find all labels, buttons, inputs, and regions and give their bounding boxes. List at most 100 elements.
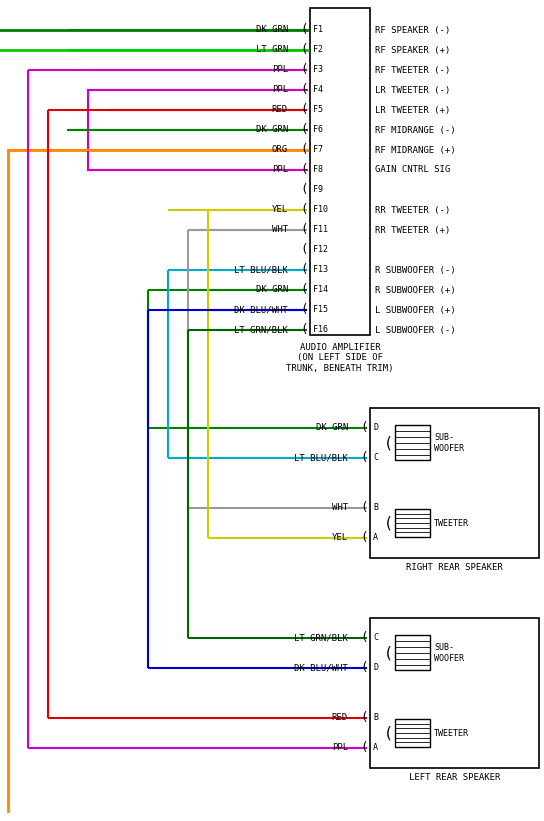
Text: (: (: [361, 531, 368, 544]
Text: WHT: WHT: [332, 503, 348, 512]
Text: (: (: [361, 712, 368, 724]
Text: DK GRN: DK GRN: [256, 286, 288, 295]
Text: L SUBWOOFER (+): L SUBWOOFER (+): [375, 305, 456, 314]
Text: (: (: [384, 726, 393, 741]
Text: F10: F10: [313, 205, 328, 214]
Text: (: (: [361, 741, 368, 754]
Text: (: (: [361, 662, 368, 675]
Text: F1: F1: [313, 25, 323, 34]
Bar: [395, 425, 430, 461]
Text: (: (: [300, 323, 308, 337]
Text: PPL: PPL: [272, 166, 288, 175]
Text: A: A: [373, 744, 378, 753]
Text: (: (: [300, 184, 308, 196]
Text: LEFT REAR SPEAKER: LEFT REAR SPEAKER: [409, 773, 500, 782]
Text: RR TWEETER (-): RR TWEETER (-): [375, 205, 450, 214]
Text: (: (: [300, 204, 308, 217]
Text: F2: F2: [313, 45, 323, 54]
Text: RED: RED: [272, 106, 288, 114]
Bar: [395, 509, 430, 537]
Text: A: A: [373, 534, 378, 543]
Text: F11: F11: [313, 226, 328, 235]
Text: F13: F13: [313, 265, 328, 274]
Bar: [370, 618, 539, 768]
Text: (: (: [300, 244, 308, 256]
Text: (: (: [300, 283, 308, 296]
Text: (: (: [384, 435, 393, 451]
Text: F15: F15: [313, 305, 328, 314]
Text: (: (: [384, 516, 393, 530]
Text: RR TWEETER (+): RR TWEETER (+): [375, 226, 450, 235]
Text: LT BLU/BLK: LT BLU/BLK: [234, 265, 288, 274]
Text: F12: F12: [313, 245, 328, 255]
Text: PPL: PPL: [272, 66, 288, 75]
Text: LT GRN/BLK: LT GRN/BLK: [234, 325, 288, 334]
Text: F16: F16: [313, 325, 328, 334]
Text: ORG: ORG: [272, 145, 288, 154]
Text: B: B: [373, 713, 378, 722]
Text: GAIN CNTRL SIG: GAIN CNTRL SIG: [375, 166, 450, 175]
Text: (: (: [300, 24, 308, 36]
Text: (: (: [300, 144, 308, 157]
Text: (: (: [300, 304, 308, 317]
Text: (: (: [300, 84, 308, 97]
Text: DK BLU/WHT: DK BLU/WHT: [234, 305, 288, 314]
Bar: [310, 8, 370, 335]
Text: (: (: [361, 502, 368, 515]
Text: TWEETER: TWEETER: [434, 519, 469, 528]
Text: LR TWEETER (-): LR TWEETER (-): [375, 85, 450, 94]
Text: B: B: [373, 503, 378, 512]
Text: (: (: [300, 103, 308, 117]
Text: DK GRN: DK GRN: [316, 424, 348, 433]
Text: SUB-
WOOFER: SUB- WOOFER: [434, 433, 464, 452]
Text: RF MIDRANGE (-): RF MIDRANGE (-): [375, 126, 456, 135]
Text: D: D: [373, 424, 378, 433]
Text: L SUBWOOFER (-): L SUBWOOFER (-): [375, 325, 456, 334]
Text: C: C: [373, 453, 378, 462]
Text: R SUBWOOFER (+): R SUBWOOFER (+): [375, 286, 456, 295]
Text: RED: RED: [332, 713, 348, 722]
Text: DK BLU/WHT: DK BLU/WHT: [294, 663, 348, 672]
Text: YEL: YEL: [332, 534, 348, 543]
Text: F8: F8: [313, 166, 323, 175]
Bar: [395, 719, 430, 747]
Text: DK GRN: DK GRN: [256, 126, 288, 135]
Text: SUB-
WOOFER: SUB- WOOFER: [434, 644, 464, 663]
Text: LT GRN: LT GRN: [256, 45, 288, 54]
Text: F5: F5: [313, 106, 323, 114]
Text: F3: F3: [313, 66, 323, 75]
Text: LT GRN/BLK: LT GRN/BLK: [294, 634, 348, 643]
Text: RF SPEAKER (+): RF SPEAKER (+): [375, 45, 450, 54]
Text: F4: F4: [313, 85, 323, 94]
Text: RIGHT REAR SPEAKER: RIGHT REAR SPEAKER: [406, 563, 503, 572]
Text: (: (: [300, 163, 308, 177]
Text: F14: F14: [313, 286, 328, 295]
Text: (: (: [384, 645, 393, 661]
Text: F6: F6: [313, 126, 323, 135]
Text: RF MIDRANGE (+): RF MIDRANGE (+): [375, 145, 456, 154]
Text: C: C: [373, 634, 378, 643]
Text: LR TWEETER (+): LR TWEETER (+): [375, 106, 450, 114]
Text: (: (: [361, 421, 368, 434]
Text: R SUBWOOFER (-): R SUBWOOFER (-): [375, 265, 456, 274]
Text: F7: F7: [313, 145, 323, 154]
Text: (: (: [300, 63, 308, 76]
Text: RF SPEAKER (-): RF SPEAKER (-): [375, 25, 450, 34]
Text: (: (: [300, 44, 308, 57]
Text: (: (: [300, 223, 308, 236]
Text: LT BLU/BLK: LT BLU/BLK: [294, 453, 348, 462]
Text: PPL: PPL: [272, 85, 288, 94]
Text: (: (: [361, 631, 368, 644]
Text: F9: F9: [313, 186, 323, 195]
Bar: [395, 635, 430, 671]
Text: DK GRN: DK GRN: [256, 25, 288, 34]
Text: PPL: PPL: [332, 744, 348, 753]
Bar: [370, 408, 539, 558]
Text: AUDIO AMPLIFIER
(ON LEFT SIDE OF
TRUNK, BENEATH TRIM): AUDIO AMPLIFIER (ON LEFT SIDE OF TRUNK, …: [286, 343, 394, 373]
Text: D: D: [373, 663, 378, 672]
Text: RF TWEETER (-): RF TWEETER (-): [375, 66, 450, 75]
Text: (: (: [300, 123, 308, 136]
Text: TWEETER: TWEETER: [434, 728, 469, 737]
Text: YEL: YEL: [272, 205, 288, 214]
Text: WHT: WHT: [272, 226, 288, 235]
